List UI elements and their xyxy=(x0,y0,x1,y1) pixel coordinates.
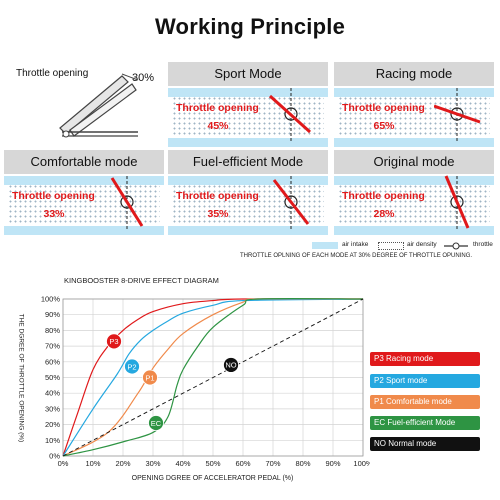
mode-panel-racing: Racing mode Throttle opening 65% xyxy=(334,62,494,147)
y-tick-label: 100% xyxy=(41,295,61,304)
throttle-percent: 30% xyxy=(132,72,155,84)
mode-panel-title: Comfortable mode xyxy=(4,150,164,174)
throttle-valve-icon xyxy=(272,176,310,229)
x-tick-label: 30% xyxy=(145,459,160,468)
mode-panel-original: Original mode Throttle opening 28% xyxy=(334,150,494,235)
legend-throttle-icon xyxy=(444,242,468,250)
throttle-valve-icon xyxy=(434,88,481,141)
series-line-p2 xyxy=(62,298,364,457)
air-density-dots xyxy=(172,184,324,224)
y-tick-label: 30% xyxy=(45,404,60,413)
mode-panel-comfortable: Comfortable mode Throttle opening 33% xyxy=(4,150,164,235)
x-tick-label: 40% xyxy=(175,459,190,468)
air-intake-band xyxy=(4,176,164,185)
throttle-opening-value: 28% xyxy=(373,208,395,220)
legend-air-density-label: air density xyxy=(407,241,437,248)
air-intake-band xyxy=(334,176,494,185)
x-tick-label: 100% xyxy=(353,459,370,468)
x-tick-label: 20% xyxy=(115,459,130,468)
throttle-valve-icon xyxy=(110,176,144,229)
legend-air-density-swatch xyxy=(378,242,404,250)
page-title: Working Principle xyxy=(154,14,346,39)
legend-item-p1: P1 Comfortable mode xyxy=(370,395,480,409)
x-axis-title: OPENING DGREE OF ACCELERATOR PEDAL (%) xyxy=(131,475,294,482)
air-intake-band xyxy=(168,176,328,185)
series-marker-label: P3 xyxy=(109,337,118,346)
y-tick-label: 80% xyxy=(45,326,60,335)
legend-item-p2: P2 Sport mode xyxy=(370,374,480,388)
series-marker-label: NO xyxy=(225,361,236,370)
series-line-p3 xyxy=(62,298,364,457)
series-marker-label: P2 xyxy=(127,362,136,371)
series-line-no xyxy=(62,298,364,457)
throttle-opening-value: 35% xyxy=(207,208,229,220)
series-marker-p3 xyxy=(106,333,122,350)
air-density-dots xyxy=(8,184,160,224)
throttle-opening-label: Throttle opening xyxy=(12,190,95,202)
y-tick-label: 90% xyxy=(45,310,60,319)
air-intake-band xyxy=(334,138,494,147)
y-tick-label: 50% xyxy=(45,373,60,382)
air-intake-band xyxy=(168,88,328,97)
air-intake-band xyxy=(168,138,328,147)
legend-item-ec: EC Fuel-efficient Mode xyxy=(370,416,480,430)
series-marker-p2 xyxy=(124,358,140,375)
y-tick-label: 40% xyxy=(45,389,60,398)
mode-panel-title: Fuel-efficient Mode xyxy=(168,150,328,174)
series-marker-ec xyxy=(148,415,164,431)
throttle-opening-label: Throttle opening xyxy=(176,102,259,114)
air-density-dots xyxy=(172,96,324,136)
throttle-opening-label: Throttle opening xyxy=(176,190,259,202)
air-intake-band xyxy=(4,226,164,235)
series-line-ec xyxy=(62,297,364,457)
series-marker-label: P1 xyxy=(145,373,154,382)
series-marker-label: EC xyxy=(151,419,162,428)
plot-frame xyxy=(62,298,364,457)
x-tick-label: 80% xyxy=(295,459,310,468)
x-tick-label: 10% xyxy=(85,459,100,468)
y-tick-label: 20% xyxy=(45,420,60,429)
legend-item-p3: P3 Racing mode xyxy=(370,352,480,366)
y-tick-label: 60% xyxy=(45,357,60,366)
mode-panel-sport: Sport Mode Throttle opening 45% xyxy=(168,62,328,147)
legend-air-intake-label: air intake xyxy=(342,241,369,248)
x-tick-label: 70% xyxy=(265,459,280,468)
chart-title: KINGBOOSTER 8-DRIVE EFFECT DIAGRAM xyxy=(64,276,219,285)
throttle-opening-value: 33% xyxy=(43,208,65,220)
y-tick-label: 10% xyxy=(45,436,60,445)
air-intake-band xyxy=(334,226,494,235)
throttle-valve-icon xyxy=(444,175,470,229)
legend-air-intake-swatch xyxy=(312,242,338,249)
legend-caption: THROTTLE OPLNING OF EACH MODE AT 30% DEG… xyxy=(240,253,473,259)
throttle-opening-value: 45% xyxy=(207,120,229,132)
mode-panel-fuel-efficient: Fuel-efficient Mode Throttle opening 35% xyxy=(168,150,328,235)
legend-item-no: NO Normal mode xyxy=(370,437,480,451)
throttle-plate-icon xyxy=(59,73,139,138)
throttle-opening-label: Throttle opening xyxy=(342,190,425,202)
series-marker-p1 xyxy=(142,369,158,386)
effect-chart: 0% 10% 20% 30% 40% 50% 60% 70% 80% 90% 100% 0% 10% 20… xyxy=(41,295,370,469)
x-tick-label: 90% xyxy=(325,459,340,468)
air-intake-band xyxy=(168,226,328,235)
x-tick-label: 0% xyxy=(58,459,69,468)
mode-panel-title: Sport Mode xyxy=(168,62,328,86)
throttle-illustration: Throttle opening 30% xyxy=(4,62,164,143)
throttle-opening-label: Throttle opening xyxy=(342,102,425,114)
x-tick-label: 50% xyxy=(205,459,220,468)
throttle-opening-value: 65% xyxy=(373,120,395,132)
throttle-valve-icon xyxy=(268,88,312,141)
mode-panel-title: Racing mode xyxy=(334,62,494,86)
legend-throttle-label: throttle xyxy=(473,241,493,248)
mode-panel-title: Original mode xyxy=(334,150,494,174)
y-tick-label: 70% xyxy=(45,342,60,351)
series-marker-no xyxy=(223,357,239,373)
x-tick-label: 60% xyxy=(235,459,250,468)
y-tick-label: 0% xyxy=(49,452,60,461)
air-intake-band xyxy=(334,88,494,97)
throttle-label: Throttle opening xyxy=(16,68,89,79)
